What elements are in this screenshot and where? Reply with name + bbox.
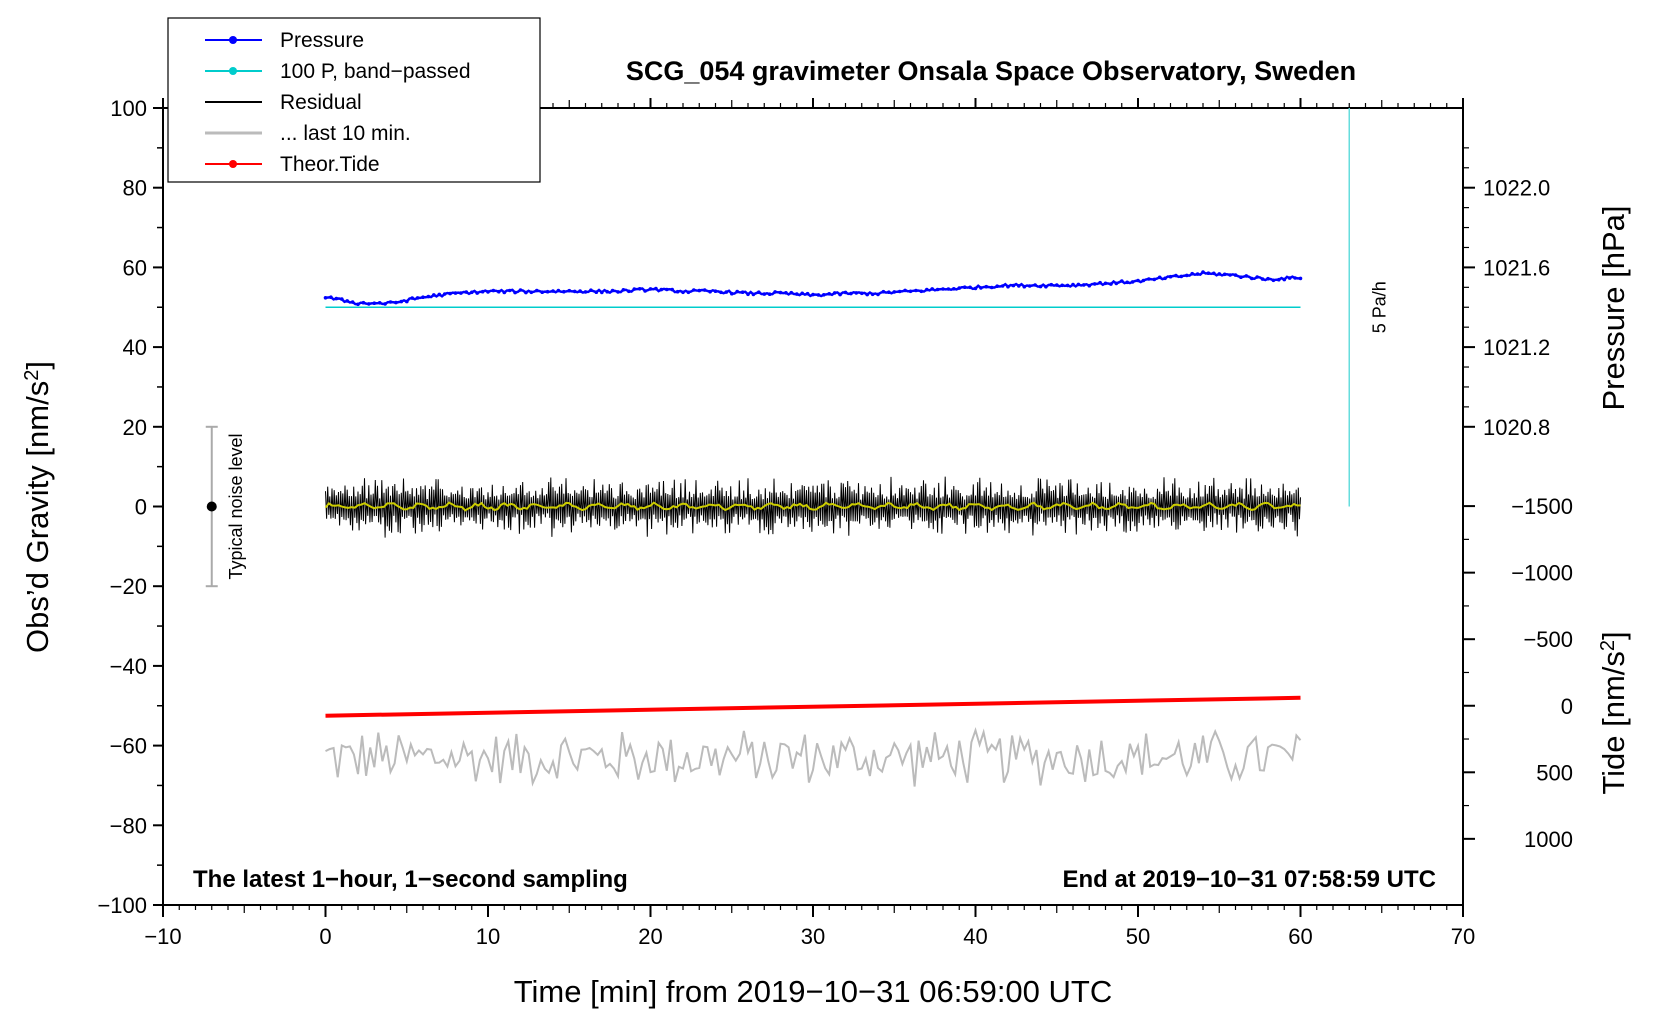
annotation-sampling: The latest 1−hour, 1−second sampling: [193, 866, 628, 893]
x-tick-label: 50: [1126, 924, 1150, 949]
left-axis-title: Obs’d Gravity [nm/s2]: [20, 361, 55, 653]
series-last-10-min: [325, 726, 1302, 787]
series-pressure: [323, 270, 1303, 307]
tide-axis-title: Tide [nm/s2]: [1596, 631, 1631, 794]
x-tick-label: −10: [144, 924, 181, 949]
pressure-tick-label: 1021.2: [1483, 335, 1550, 360]
tide-tick-label: 0: [1561, 694, 1573, 719]
left-y-axis: 100 80 60 40 20 0 −20 −40 −60 −80 −100: [97, 96, 163, 918]
pressure-line: [325, 270, 1301, 306]
y-tick-label: −100: [97, 893, 147, 918]
series-residual-smoothed: [324, 501, 1301, 512]
legend-marker: [229, 67, 237, 75]
pressure-tick-label: 1022.0: [1483, 176, 1550, 201]
tide-tick-label: −1000: [1511, 561, 1573, 586]
pressure-axis: 1022.0 1021.6 1021.2 1020.8: [1463, 176, 1550, 440]
x-tick-label: 20: [638, 924, 662, 949]
noise-bar-label: Typical noise level: [226, 433, 246, 579]
legend-label: 100 P, band−passed: [280, 60, 471, 83]
y-tick-label: 60: [123, 255, 147, 280]
tide-tick-label: 500: [1536, 760, 1573, 785]
legend-label: ... last 10 min.: [280, 122, 411, 145]
legend-label: Residual: [280, 91, 362, 114]
pressure-rate-marker: 5 Pa/h: [1348, 108, 1389, 507]
chart-title: SCG_054 gravimeter Onsala Space Observat…: [626, 56, 1356, 86]
tide-tick-label: 1000: [1524, 827, 1573, 852]
x-tick-label: 40: [963, 924, 987, 949]
legend-label: Pressure: [280, 29, 364, 52]
y-tick-label: 40: [123, 335, 147, 360]
y-tick-label: 0: [135, 495, 147, 520]
legend-box: [167, 17, 541, 183]
minor-ticks: [157, 100, 1469, 913]
y-tick-label: 80: [123, 176, 147, 201]
series-theoretical-tide: [325, 695, 1301, 718]
series-layer: [323, 270, 1303, 787]
x-tick-label: 30: [801, 924, 825, 949]
legend: Pressure 100 P, band−passed Residual ... la…: [167, 17, 541, 183]
tide-tick-label: −1500: [1511, 494, 1573, 519]
noise-bar-center-dot: [206, 501, 217, 512]
rate-marker-label: 5 Pa/h: [1369, 281, 1389, 333]
x-tick-label: 0: [319, 924, 331, 949]
pressure-tick-label: 1020.8: [1483, 415, 1550, 440]
legend-marker: [229, 36, 237, 44]
x-axis: −10 0 10 20 30 40 50 60 70: [144, 98, 1475, 949]
pressure-axis-title: Pressure [hPa]: [1596, 205, 1631, 410]
x-tick-label: 60: [1288, 924, 1312, 949]
y-tick-label: −80: [110, 813, 147, 838]
y-tick-label: −40: [110, 654, 147, 679]
legend-marker: [229, 160, 237, 168]
y-tick-label: 20: [123, 415, 147, 440]
x-tick-label: 70: [1451, 924, 1475, 949]
x-axis-title: Time [min] from 2019−10−31 06:59:00 UTC: [514, 974, 1113, 1009]
legend-label: Theor.Tide: [280, 153, 380, 176]
y-tick-label: −20: [110, 574, 147, 599]
tide-tick-label: −500: [1523, 627, 1573, 652]
tide-axis: 1000 500 0 −500 −1000 −1500: [1463, 494, 1573, 852]
pressure-tick-label: 1021.6: [1483, 255, 1550, 280]
y-tick-label: −60: [110, 734, 147, 759]
annotation-end-time: End at 2019−10−31 07:58:59 UTC: [1062, 866, 1436, 893]
y-tick-label: 100: [110, 96, 147, 121]
noise-level-indicator: Typical noise level: [205, 425, 246, 588]
series-residual: [325, 476, 1301, 538]
x-tick-label: 10: [476, 924, 500, 949]
